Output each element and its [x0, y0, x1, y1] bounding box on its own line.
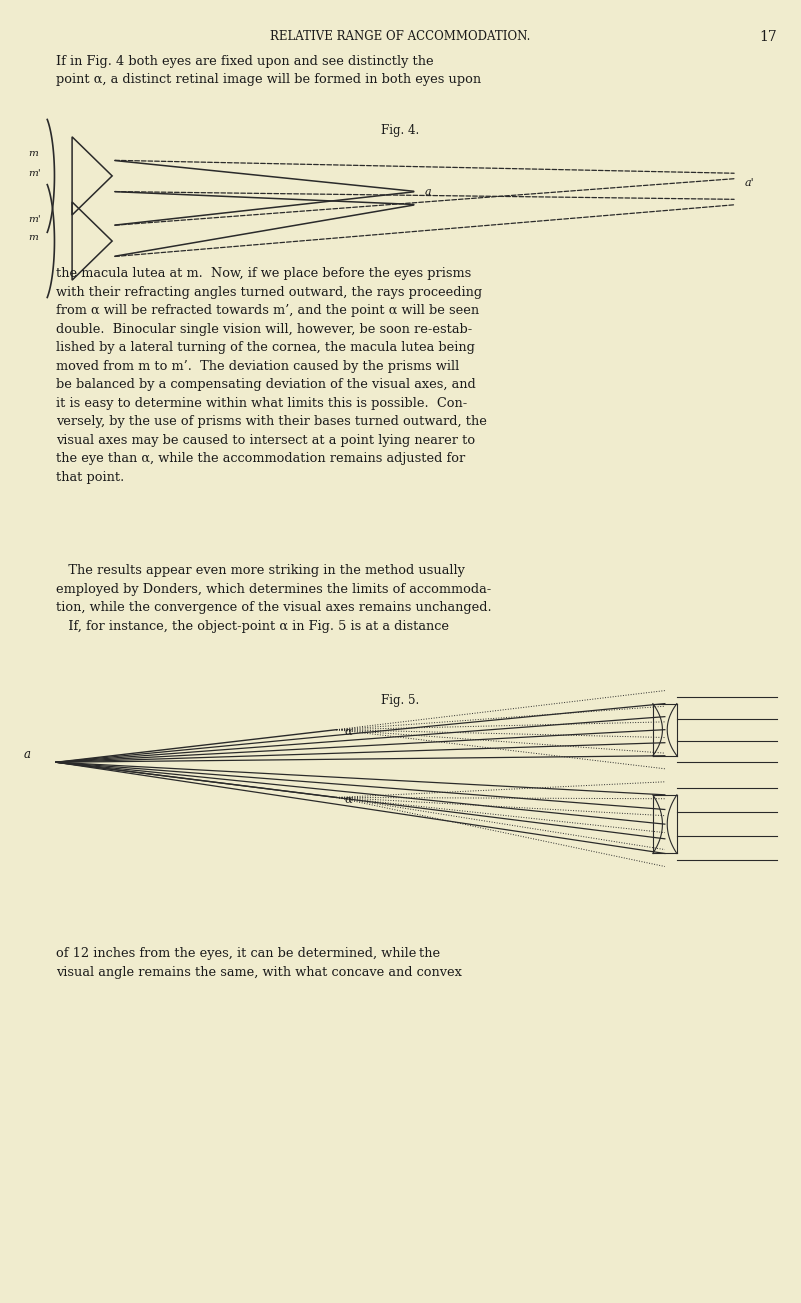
Text: m': m' [28, 215, 41, 224]
Text: a': a' [745, 179, 755, 189]
Text: m: m [28, 150, 38, 159]
Text: a: a [24, 748, 31, 761]
Text: a: a [425, 188, 431, 198]
Text: Fig. 4.: Fig. 4. [381, 124, 420, 137]
Text: of 12 inches from the eyes, it can be determined, while the
visual angle remains: of 12 inches from the eyes, it can be de… [56, 947, 462, 979]
Text: α: α [344, 727, 352, 737]
Text: m: m [28, 233, 38, 242]
Text: If in Fig. 4 both eyes are fixed upon and see distinctly the
point α, a distinct: If in Fig. 4 both eyes are fixed upon an… [56, 55, 481, 86]
Text: the macula lutea at m.  Now, if we place before the eyes prisms
with their refra: the macula lutea at m. Now, if we place … [56, 267, 487, 483]
Text: 17: 17 [759, 30, 777, 44]
Text: m': m' [28, 169, 41, 179]
Text: RELATIVE RANGE OF ACCOMMODATION.: RELATIVE RANGE OF ACCOMMODATION. [270, 30, 531, 43]
Text: Fig. 5.: Fig. 5. [381, 694, 420, 708]
Text: α: α [344, 795, 352, 805]
Text: The results appear even more striking in the method usually
employed by Donders,: The results appear even more striking in… [56, 564, 492, 633]
